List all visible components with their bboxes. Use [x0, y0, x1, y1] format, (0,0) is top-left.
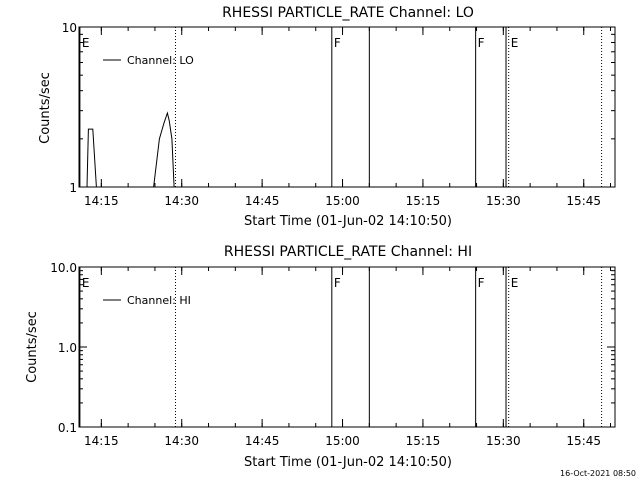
panel-lo-title: RHESSI PARTICLE_RATE Channel: LO — [222, 5, 474, 21]
panel-lo-x-tick-label: 14:15 — [84, 194, 119, 208]
panel-hi-x-tick-label: 15:00 — [325, 434, 360, 448]
panel-hi-event-marker-label: E — [82, 276, 90, 290]
panel-hi-title: RHESSI PARTICLE_RATE Channel: HI — [224, 244, 472, 260]
panel-lo-event-marker-label: E — [82, 36, 90, 50]
panel-lo-event-marker-label: F — [334, 36, 341, 50]
panel-hi-y-tick-label: 1.0 — [58, 341, 77, 355]
panel-hi-x-tick-label: 14:30 — [164, 434, 199, 448]
panel-lo-y-axis-label: Counts/sec — [38, 72, 53, 144]
panel-hi-y-tick-label: 10.0 — [50, 261, 77, 275]
panel-hi-x-tick-label: 14:15 — [84, 434, 119, 448]
panel-lo-legend-label: Channel: LO — [127, 54, 194, 67]
panel-hi-event-marker-label: E — [511, 276, 519, 290]
panel-hi-event-marker-label: F — [478, 276, 485, 290]
panel-hi-x-tick-label: 14:45 — [245, 434, 280, 448]
panel-hi-x-tick-label: 15:30 — [486, 434, 521, 448]
panel-lo-series-line — [86, 111, 175, 188]
panel-hi-legend-label: Channel: HI — [127, 294, 191, 307]
panel-hi-y-axis-label: Counts/sec — [25, 311, 40, 383]
panel-lo-frame — [78, 26, 616, 188]
panel-hi-x-tick-label: 15:45 — [566, 434, 601, 448]
panel-hi-x-axis-label: Start Time (01-Jun-02 14:10:50) — [244, 455, 452, 470]
panel-lo-x-tick-label: 14:30 — [164, 194, 199, 208]
panel-lo-y-tick-label: 1 — [69, 181, 77, 195]
panel-hi-frame — [78, 266, 616, 428]
panel-lo-event-marker-label: F — [478, 36, 485, 50]
panel-hi-event-marker-label: F — [334, 276, 341, 290]
panel-lo-x-tick-label: 15:00 — [325, 194, 360, 208]
panel-lo-x-tick-label: 15:45 — [566, 194, 601, 208]
panel-lo-y-tick-label: 10 — [62, 21, 77, 35]
panel-lo-x-tick-label: 15:15 — [406, 194, 441, 208]
panel-lo-x-tick-label: 14:45 — [245, 194, 280, 208]
panel-lo-x-axis-label: Start Time (01-Jun-02 14:10:50) — [244, 214, 452, 229]
panel-lo-event-marker-label: E — [511, 36, 519, 50]
chart-marks-layer: 14:15 14:30 14:45 15:00 15:15 15:30 15:45 1 10 E F… — [50, 21, 616, 448]
footer-timestamp: 16-Oct-2021 08:50 — [560, 469, 636, 478]
panel-hi-y-tick-label: 0.1 — [58, 421, 77, 435]
panel-lo-x-tick-label: 15:30 — [486, 194, 521, 208]
panel-hi-x-tick-label: 15:15 — [406, 434, 441, 448]
